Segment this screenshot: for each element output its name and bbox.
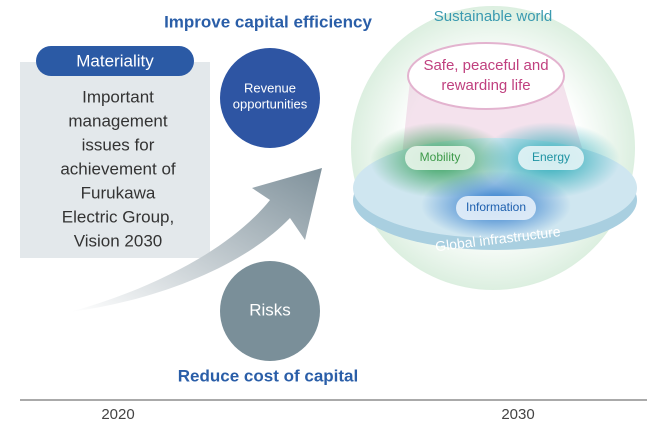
materiality-title: Materiality xyxy=(76,51,154,70)
materiality-line: management xyxy=(68,111,168,130)
node-label: Energy xyxy=(532,150,570,164)
materiality-line: Vision 2030 xyxy=(74,231,163,250)
risks-text: Risks xyxy=(249,300,291,319)
goal-text: rewarding life xyxy=(441,77,530,94)
materiality-line: Important xyxy=(82,87,154,106)
materiality-line: Furukawa xyxy=(81,183,156,202)
timeline-label: 2020 xyxy=(101,406,134,423)
node-label: Mobility xyxy=(420,150,461,164)
goal-label: Sustainable world xyxy=(434,8,552,25)
materiality-line: issues for xyxy=(82,135,155,154)
top-label: Improve capital efficiency xyxy=(164,12,372,31)
materiality-line: Electric Group, xyxy=(62,207,174,226)
revenue-text: opportunities xyxy=(233,96,308,111)
timeline-label: 2030 xyxy=(501,406,534,423)
revenue-text: Revenue xyxy=(244,80,296,95)
node-label: Information xyxy=(466,200,526,214)
bottom-label: Reduce cost of capital xyxy=(178,366,358,385)
materiality-line: achievement of xyxy=(60,159,176,178)
materiality-text: Important management issues for achievem… xyxy=(60,87,176,250)
goal-text: Safe, peaceful and xyxy=(423,57,548,74)
diagram: Materiality Important management issues … xyxy=(0,0,647,430)
